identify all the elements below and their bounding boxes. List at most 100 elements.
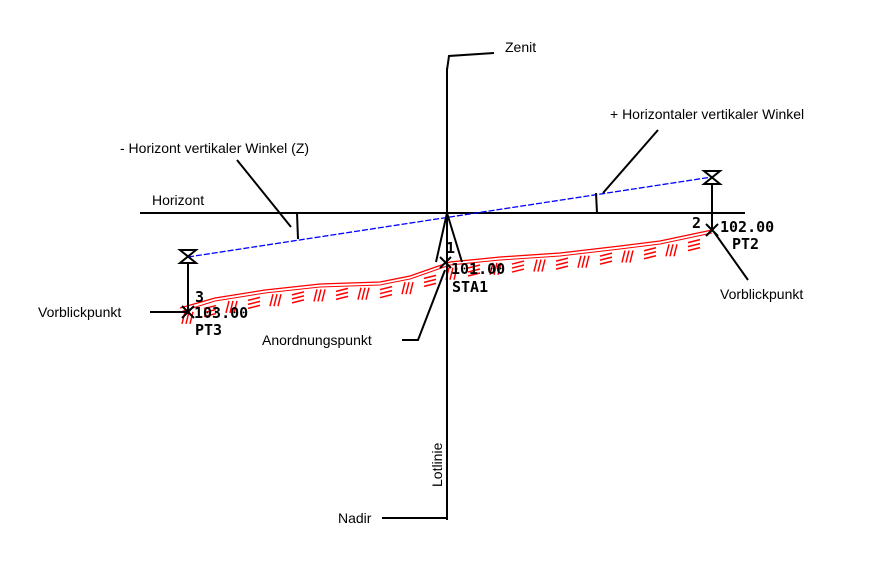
hatch-mark — [555, 261, 569, 266]
pt2-name: PT2 — [732, 235, 759, 253]
hatch-mark — [453, 267, 458, 280]
hatch-mark — [335, 291, 349, 297]
hatch-mark — [643, 255, 657, 260]
hatch-mark — [585, 255, 590, 268]
zenit-leader — [446, 52, 495, 71]
hatch-mark — [687, 246, 701, 252]
horizon-label: Horizont — [152, 192, 204, 208]
anordnung-label: Anordnungspunkt — [262, 332, 372, 348]
sta1-number: 1 — [446, 239, 455, 257]
station-tripod — [402, 212, 463, 341]
terrain-surface-line-2 — [179, 232, 713, 313]
point-cross-icon — [181, 305, 195, 319]
hatch-mark — [497, 262, 502, 275]
anordnung-leader — [402, 269, 446, 341]
hatch-mark — [599, 252, 613, 257]
pt2-number: 2 — [692, 214, 701, 232]
hatch-mark — [291, 295, 305, 300]
hatch-mark — [335, 295, 349, 301]
hatch-mark — [379, 293, 393, 299]
terrain-surface-line — [179, 229, 713, 309]
hatch-mark — [203, 308, 217, 314]
hatch-mark — [467, 264, 481, 269]
hatch-mark — [203, 304, 217, 310]
sta1-elevation: 101.00 — [451, 260, 505, 278]
hatch-mark — [629, 250, 634, 263]
hatch-mark — [189, 311, 194, 325]
hatch-mark — [423, 282, 437, 288]
hatch-mark — [489, 262, 494, 275]
hatch-mark — [321, 289, 326, 302]
hatch-mark — [225, 300, 230, 314]
hatch-mark — [555, 257, 569, 262]
hatch-mark — [493, 262, 498, 275]
hatch-mark — [233, 300, 238, 314]
hatch-mark — [269, 294, 274, 307]
hatch-mark — [401, 282, 406, 295]
hatch-mark — [247, 300, 261, 306]
hatch-mark — [643, 247, 657, 252]
hatch-mark — [335, 287, 349, 293]
lotlinie-label: Lotlinie — [429, 442, 445, 487]
hatch-mark — [423, 278, 437, 284]
hatch-mark — [643, 251, 657, 256]
hatch-mark — [203, 312, 217, 318]
hatch-mark — [291, 291, 305, 296]
zenit-label: Zenit — [505, 39, 536, 55]
neg-angle-label: - Horizont vertikaler Winkel (Z) — [120, 140, 309, 156]
hatch-mark — [361, 287, 366, 300]
hatch-mark — [365, 287, 370, 300]
target-left — [150, 249, 199, 319]
hatch-mark — [511, 260, 525, 265]
hatch-mark — [379, 285, 393, 291]
hatch-mark — [467, 272, 481, 277]
hatch-mark — [405, 282, 410, 295]
terrain-profile — [179, 229, 713, 325]
vorblick-right-leader — [713, 231, 749, 281]
hatch-mark — [687, 242, 701, 248]
hatch-mark — [621, 250, 626, 263]
hatch-mark — [669, 244, 674, 257]
target-prism-icon — [701, 170, 723, 185]
target-prism-icon — [177, 249, 199, 264]
hatch-mark — [511, 264, 525, 269]
hatch-mark — [379, 289, 393, 295]
hatch-mark — [555, 265, 569, 270]
hatch-mark — [533, 259, 538, 272]
hatch-mark — [541, 259, 546, 272]
hatch-mark — [581, 255, 586, 268]
sta1-name: STA1 — [452, 278, 488, 296]
hatch-mark — [599, 260, 613, 265]
target-right — [701, 170, 749, 281]
hatch-mark — [665, 244, 670, 257]
hatch-mark — [423, 274, 437, 280]
hatch-mark — [449, 267, 454, 280]
hatch-mark — [277, 294, 282, 307]
vorblick-right-label: Vorblickpunkt — [720, 286, 803, 302]
hatch-mark — [467, 268, 481, 273]
hatch-mark — [291, 299, 305, 304]
hatch-mark — [625, 250, 630, 263]
terrain-hatching — [181, 238, 701, 325]
sight-line — [187, 176, 713, 258]
hatch-mark — [687, 238, 701, 244]
neg-angle-leader — [236, 159, 292, 228]
point-cross-icon — [439, 256, 452, 269]
pos-angle-tick — [595, 192, 598, 214]
hatch-mark — [273, 294, 278, 307]
nadir-label: Nadir — [338, 510, 372, 526]
hatch-mark — [247, 296, 261, 302]
hatch-mark — [357, 287, 362, 300]
hatch-mark — [229, 300, 234, 314]
hatch-mark — [409, 282, 414, 295]
pos-angle-leader — [602, 129, 659, 194]
vorblick-left-label: Vorblickpunkt — [38, 304, 121, 320]
neg-angle-tick — [296, 212, 299, 240]
hatch-mark — [537, 259, 542, 272]
pt2-elevation: 102.00 — [720, 218, 774, 236]
pt3-elevation: 103.00 — [194, 304, 248, 322]
hatch-mark — [313, 289, 318, 302]
hatch-mark — [317, 289, 322, 302]
